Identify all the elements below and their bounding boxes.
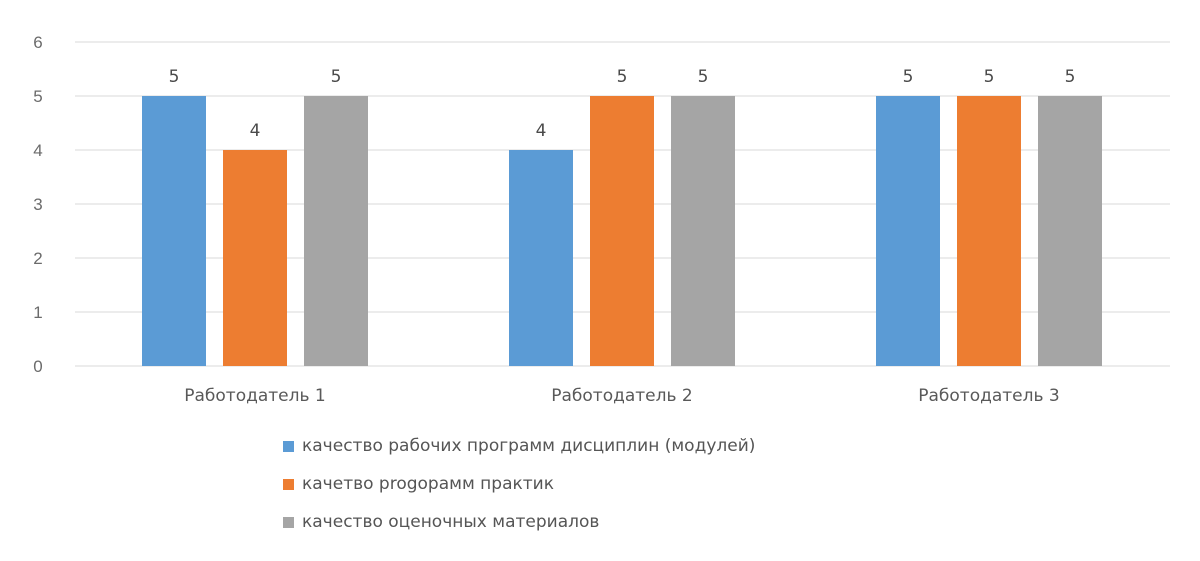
data-label-series3-cat2: 5 — [698, 67, 709, 87]
bar-series2-cat1 — [223, 150, 287, 366]
category-label: Работодатель 1 — [184, 386, 326, 406]
data-label-series2-cat3: 5 — [984, 67, 995, 87]
data-label-series1-cat1: 5 — [169, 67, 180, 87]
y-tick-label: 1 — [33, 303, 42, 322]
y-tick-label: 6 — [33, 33, 42, 52]
bar-series1-cat1 — [142, 96, 206, 366]
data-label-series1-cat3: 5 — [903, 67, 914, 87]
data-label-series3-cat3: 5 — [1065, 67, 1076, 87]
bar-series3-cat2 — [671, 96, 735, 366]
data-label-series2-cat1: 4 — [250, 121, 261, 141]
bar-series3-cat1 — [304, 96, 368, 366]
y-tick-label: 2 — [33, 249, 42, 268]
bars — [142, 96, 1102, 366]
category-label: Работодатель 3 — [918, 386, 1060, 406]
legend-label: качетво progорамм практик — [302, 474, 554, 494]
bar-series2-cat3 — [957, 96, 1021, 366]
data-label-series2-cat2: 5 — [617, 67, 628, 87]
y-tick-label: 3 — [33, 195, 42, 214]
x-axis-category-labels: Работодатель 1 Работодатель 2 Работодатель… — [184, 386, 1060, 406]
legend-swatch — [283, 440, 294, 452]
data-label-series1-cat2: 4 — [536, 121, 547, 141]
bar-series3-cat3 — [1038, 96, 1102, 366]
y-axis-tick-labels: 0 1 2 3 4 5 6 — [33, 33, 42, 376]
legend-item: качество рабочих программ дисциплин (мод… — [283, 427, 1003, 465]
y-tick-label: 5 — [33, 87, 42, 106]
y-tick-label: 0 — [33, 357, 42, 376]
legend-swatch — [283, 516, 294, 528]
y-tick-label: 4 — [33, 141, 42, 160]
bar-series1-cat3 — [876, 96, 940, 366]
legend-item: качетво progорамм практик — [283, 465, 1003, 503]
legend-swatch — [283, 478, 294, 490]
category-label: Работодатель 2 — [551, 386, 693, 406]
data-label-series3-cat1: 5 — [331, 67, 342, 87]
legend-item: качество оценочных материалов — [283, 503, 1003, 541]
legend-label: качество рабочих программ дисциплин (мод… — [302, 436, 756, 456]
legend: качество рабочих программ дисциплин (мод… — [283, 427, 1003, 541]
bar-series2-cat2 — [590, 96, 654, 366]
bar-series1-cat2 — [509, 150, 573, 366]
legend-label: качество оценочных материалов — [302, 512, 600, 532]
data-labels: 5 4 5 4 5 5 5 5 5 — [169, 67, 1076, 141]
